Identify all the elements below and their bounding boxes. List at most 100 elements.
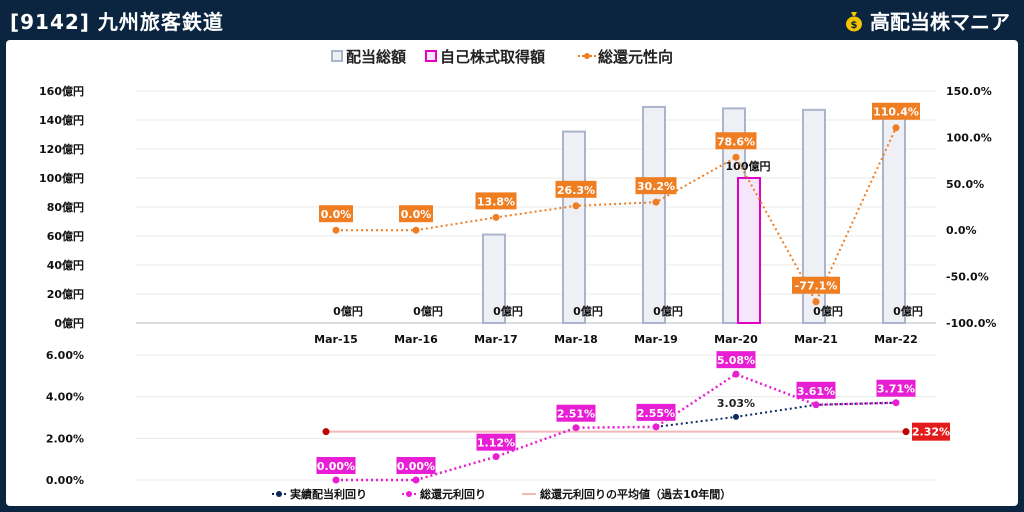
legend-swatch (331, 50, 343, 62)
total-return-point (812, 298, 820, 306)
total-return-label: 0.0% (401, 208, 432, 221)
total-return-label-bg (319, 205, 353, 223)
y-right-tick-label: -50.0% (946, 271, 989, 284)
total-return-point (732, 153, 740, 161)
total-yield-point (812, 401, 820, 409)
total-yield-point (412, 476, 420, 484)
average-label: 2.32% (912, 426, 950, 439)
legend-swatch (584, 53, 590, 59)
average-label-bg (912, 422, 950, 441)
bottom-legend-label: 実績配当利回り (290, 487, 367, 501)
total-return-label-bg (399, 205, 433, 223)
y-left-tick-label: 160億円 (39, 84, 84, 98)
chart-panel: 配当総額 自己株式取得額 総還元性向 0億円 20億円 40億円 60億円 80億円 100億円… (6, 40, 1018, 506)
total-yield-point (492, 453, 500, 461)
total-yield-label-bg (796, 381, 836, 399)
total-return-point (412, 226, 420, 234)
total-return-label-bg (475, 192, 517, 210)
legend-label: 配当総額 (346, 48, 406, 66)
total-yield-point (732, 370, 740, 378)
dividend-bar (882, 108, 906, 324)
total-yield-label: 2.51% (557, 408, 595, 421)
total-yield-point (892, 399, 900, 407)
total-return-label: 0.0% (321, 208, 352, 221)
bottom-legend-swatch (276, 491, 282, 497)
x-tick-label: Mar-15 (314, 333, 358, 346)
x-tick-label: Mar-20 (714, 333, 758, 346)
total-return-label: -77.1% (795, 280, 838, 293)
dividend-bar (562, 130, 586, 324)
y-left-tick-label: 100億円 (39, 171, 84, 185)
dividend-bar (482, 233, 506, 324)
total-return-point (572, 202, 580, 210)
svg-text:$: $ (851, 20, 858, 31)
y-right-tick-label: 50.0% (946, 178, 984, 191)
total-yield-label: 0.00% (397, 460, 435, 473)
legend-label: 自己株式取得額 (440, 48, 545, 66)
money-bag-icon: $ (846, 11, 862, 31)
x-tick-label: Mar-21 (794, 333, 838, 346)
total-return-label: 13.8% (477, 195, 515, 208)
total-return-label: 110.4% (873, 106, 919, 119)
y-left-tick-label: 20億円 (47, 287, 84, 301)
brand-logo: $ 高配当株マニア (844, 6, 1010, 35)
y-bottom-tick-label: 6.00% (46, 349, 84, 362)
y-right-tick-label: 100.0% (946, 131, 992, 144)
buyback-bar (737, 177, 761, 324)
y-right-tick-label: 0.0% (946, 224, 977, 237)
y-left-tick-label: 40億円 (47, 258, 84, 272)
buyback-label: 0億円 (653, 304, 683, 318)
total-yield-line (336, 372, 897, 482)
total-return-label-bg (792, 276, 840, 294)
dividend-bar (642, 105, 666, 324)
legend-label: 総還元性向 (598, 48, 673, 66)
total-yield-label: 2.55% (637, 407, 675, 420)
y-left-tick-label: 60億円 (47, 229, 84, 243)
x-tick-label: Mar-16 (394, 333, 438, 346)
total-yield-label-bg (876, 379, 916, 397)
total-yield-label-bg (716, 351, 756, 369)
total-return-label: 26.3% (557, 184, 595, 197)
brand-name: 高配当株マニア (870, 10, 1010, 34)
total-return-label-bg (635, 177, 677, 195)
y-left-tick-label: 0億円 (54, 316, 84, 330)
total-yield-label-bg (316, 457, 356, 474)
buyback-label: 0億円 (413, 304, 443, 318)
y-bottom-tick-label: 2.00% (46, 432, 84, 445)
dividend-bar (802, 108, 826, 324)
x-tick-label: Mar-19 (634, 333, 678, 346)
total-yield-label: 0.00% (317, 460, 355, 473)
total-yield-label: 5.08% (717, 354, 755, 367)
total-yield-label-bg (556, 404, 596, 422)
total-return-label: 30.2% (637, 180, 675, 193)
x-tick-label: Mar-17 (474, 333, 518, 346)
total-return-point (652, 198, 660, 206)
total-yield-label-bg (636, 403, 676, 421)
y-right-tick-label: -100.0% (946, 317, 996, 330)
bottom-legend-label: 総還元利回りの平均値（過去10年間） (540, 487, 731, 501)
buyback-label: 0億円 (493, 304, 523, 318)
buyback-label: 0億円 (813, 304, 843, 318)
total-yield-point (332, 476, 340, 484)
x-tick-label: Mar-18 (554, 333, 598, 346)
actual-yield-point (733, 413, 739, 420)
total-return-point (892, 124, 900, 132)
total-yield-label-bg (476, 433, 516, 451)
total-return-label-bg (555, 180, 597, 198)
total-yield-label: 3.61% (797, 385, 835, 398)
y-left-tick-label: 140億円 (39, 113, 84, 127)
total-yield-label: 3.71% (877, 383, 915, 396)
chart-canvas: 配当総額 自己株式取得額 総還元性向 0億円 20億円 40億円 60億円 80億円 100億円… (39, 48, 996, 501)
bottom-legend-label: 総還元利回り (420, 487, 486, 501)
y-left-tick-label: 80億円 (47, 200, 84, 214)
total-return-point (492, 213, 500, 221)
total-return-label: 78.6% (717, 135, 755, 148)
buyback-label: 0億円 (333, 304, 363, 318)
buyback-label: 0億円 (573, 304, 603, 318)
total-yield-point (572, 424, 580, 432)
buyback-label: 100億円 (726, 159, 771, 173)
total-return-point (332, 226, 340, 234)
actual-yield-label: 3.03% (717, 397, 755, 410)
y-left-tick-label: 120億円 (39, 142, 84, 156)
header-bar: [9142] 九州旅客鉄道 $ 高配当株マニア (0, 0, 1024, 40)
